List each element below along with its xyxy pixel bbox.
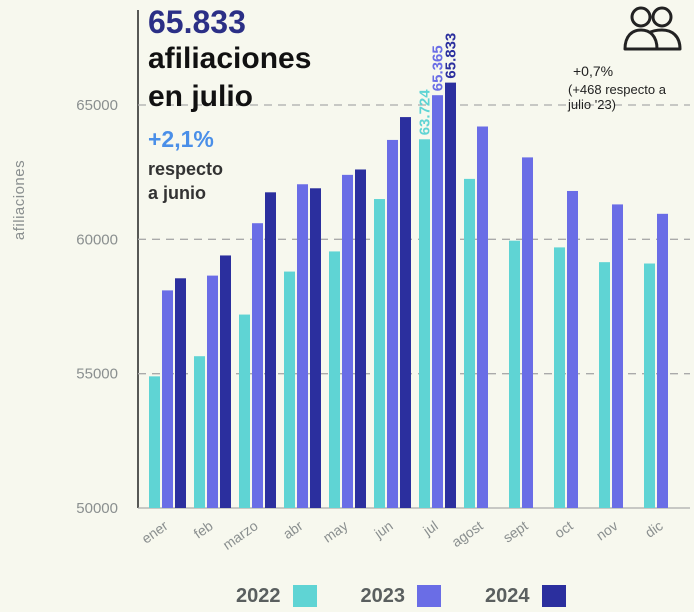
x-tick-label: agost (448, 517, 485, 550)
bar-2024-may (355, 169, 366, 509)
legend-swatch (417, 585, 441, 607)
headline-value: 65.833 (148, 4, 246, 40)
legend-item-2024: 2024 (485, 585, 566, 608)
bar-2022-sept (509, 240, 520, 508)
bar-2024-jun (400, 117, 411, 508)
bar-2023-jul (432, 95, 443, 508)
bar-2023-agost (477, 126, 488, 508)
monthly-change-value: +2,1% (148, 126, 214, 152)
data-label-2023: 65.365 (430, 45, 447, 91)
bar-2024-ener (175, 278, 186, 508)
bar-2023-nov (612, 204, 623, 508)
yearly-change-text-line2: julio '23) (568, 97, 617, 112)
bar-2024-marzo (265, 192, 276, 509)
x-tick-label: may (320, 517, 351, 545)
y-tick-label: 60000 (76, 231, 118, 248)
y-tick-labels: 50000 55000 60000 65000 (76, 97, 118, 517)
headline-text-line2: en julio (148, 80, 253, 113)
bars (149, 82, 668, 509)
x-tick-label: dic (642, 517, 666, 540)
legend-swatch (292, 585, 317, 607)
bar-2024-feb (220, 255, 231, 508)
bar-2023-dic (657, 213, 668, 508)
legend-item-2023: 2023 (360, 584, 441, 608)
bar-2024-jul (445, 82, 456, 509)
x-tick-label: feb (191, 517, 216, 541)
users-icon (623, 6, 682, 51)
bar-2022-nov (599, 262, 610, 508)
bar-2023-jun (387, 139, 398, 508)
x-tick-label: abr (280, 517, 306, 542)
legend: 2022 2023 2024 (236, 584, 566, 608)
y-tick-label: 50000 (76, 500, 118, 517)
legend-swatch (541, 585, 566, 607)
yearly-change-text-line1: (+468 respecto a (568, 82, 666, 97)
bar-2023-feb (207, 275, 218, 508)
bar-2022-marzo (239, 314, 250, 508)
x-tick-label: marzo (220, 517, 261, 553)
bar-2022-abr (284, 271, 295, 508)
bar-2022-oct (554, 247, 565, 509)
x-tick-labels: ener feb marzo abr may jun jul agost sept oct nov d… (139, 517, 666, 553)
yearly-change-value: +0,7% (573, 63, 614, 79)
legend-item-2022: 2022 (236, 585, 317, 608)
bar-2022-may (329, 251, 340, 508)
legend-label: 2023 (360, 584, 406, 607)
legend-label: 2022 (236, 584, 281, 607)
x-tick-label: jul (419, 517, 440, 539)
y-axis-title: afiliaciones (11, 160, 28, 240)
x-tick-label: jun (370, 517, 395, 541)
bar-2022-dic (644, 263, 655, 508)
x-tick-label: nov (593, 517, 621, 543)
bar-2023-ener (162, 290, 173, 508)
bar-2022-jun (374, 199, 385, 509)
legend-label: 2024 (485, 584, 530, 607)
bar-2023-abr (297, 184, 308, 509)
x-tick-label: sept (500, 517, 531, 545)
bar-2022-jul (419, 139, 430, 508)
bar-2022-agost (464, 178, 475, 508)
bar-2022-feb (194, 356, 205, 508)
bar-2023-sept (522, 157, 533, 508)
bar-2023-oct (567, 190, 578, 508)
x-tick-label: ener (139, 517, 171, 546)
x-tick-label: oct (551, 517, 576, 541)
data-label-2022: 63.724 (417, 89, 434, 136)
y-tick-label: 65000 (76, 97, 118, 114)
bar-2023-marzo (252, 223, 263, 509)
y-tick-label: 55000 (76, 366, 118, 383)
monthly-change-text-line2: a junio (148, 183, 206, 203)
data-label-2024: 65.833 (443, 33, 460, 79)
bar-2024-abr (310, 188, 321, 508)
monthly-change-text-line1: respecto (148, 159, 224, 179)
bar-2022-ener (149, 376, 160, 508)
headline-text-line1: afiliaciones (148, 42, 312, 75)
bar-2023-may (342, 174, 353, 508)
